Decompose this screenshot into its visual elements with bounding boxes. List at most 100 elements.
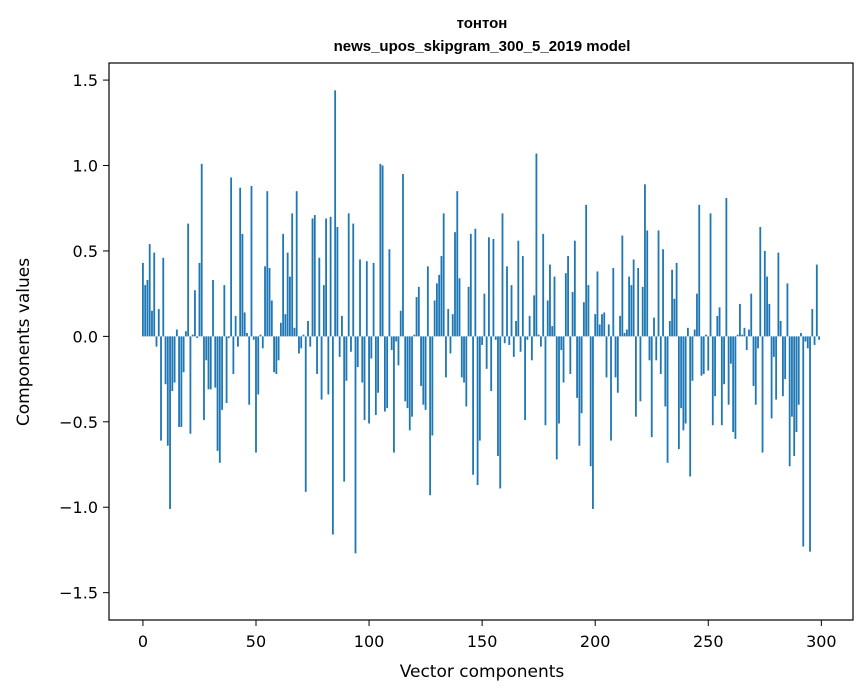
bar	[619, 315, 621, 337]
bar	[171, 336, 174, 392]
bar	[558, 336, 560, 424]
bar	[293, 327, 296, 337]
bar	[709, 213, 712, 337]
bar	[677, 336, 680, 450]
bar	[671, 269, 673, 337]
bar	[508, 336, 511, 345]
bar	[492, 238, 495, 337]
bar	[628, 276, 631, 337]
bar	[347, 213, 350, 337]
bar	[757, 336, 759, 349]
y-tick-label: −1.5	[59, 584, 98, 603]
bar	[200, 163, 203, 337]
bar	[227, 336, 230, 339]
bar	[336, 227, 339, 337]
bar	[352, 223, 355, 337]
bar	[490, 336, 493, 392]
bar	[533, 295, 536, 337]
bar	[447, 309, 450, 337]
bar	[241, 233, 244, 337]
bar	[775, 336, 778, 400]
bar-series	[142, 90, 820, 554]
bar	[411, 336, 413, 417]
bar	[576, 336, 579, 398]
bar	[811, 309, 814, 337]
bar	[180, 336, 183, 427]
bar	[420, 336, 422, 386]
bar	[298, 336, 300, 354]
bar	[592, 336, 594, 509]
bar	[777, 252, 780, 337]
bar	[169, 336, 171, 509]
bar	[302, 334, 305, 337]
bar	[189, 336, 192, 434]
bar	[573, 240, 576, 337]
bar	[175, 329, 178, 337]
bar	[736, 334, 739, 337]
x-tick-label: 150	[467, 632, 498, 651]
bar	[734, 336, 737, 439]
bar	[549, 264, 551, 337]
bar	[395, 336, 398, 342]
bar	[653, 317, 655, 337]
bar	[239, 187, 242, 337]
bar	[372, 262, 375, 337]
bar	[589, 336, 592, 467]
bar	[379, 163, 382, 337]
bar	[526, 336, 529, 340]
bar	[374, 336, 377, 415]
bar	[727, 336, 730, 405]
bar	[644, 184, 646, 337]
bar	[732, 336, 735, 433]
bar	[218, 336, 221, 463]
bar	[243, 312, 246, 337]
bar	[745, 336, 748, 351]
bar	[795, 336, 798, 433]
bar	[793, 336, 796, 456]
bar	[693, 329, 696, 337]
bar	[166, 336, 169, 446]
bar	[223, 285, 226, 337]
x-tick-label: 250	[693, 632, 724, 651]
bar	[571, 291, 574, 337]
bar	[261, 336, 264, 349]
bar	[284, 314, 287, 337]
bar	[404, 336, 407, 402]
bar	[144, 285, 147, 337]
x-axis-label: Vector components	[400, 662, 565, 682]
bar	[650, 336, 653, 438]
bar	[791, 336, 793, 417]
bar	[763, 250, 766, 337]
bar	[517, 240, 520, 337]
bar	[501, 213, 504, 337]
bar	[196, 336, 199, 339]
bar	[616, 336, 619, 393]
bar	[772, 336, 775, 357]
bar	[343, 336, 346, 482]
bar	[786, 283, 789, 337]
bar	[431, 336, 434, 436]
bar	[361, 336, 364, 383]
bar	[334, 90, 337, 337]
bar	[739, 303, 741, 337]
bar	[164, 336, 167, 385]
bar	[212, 279, 214, 337]
bar	[465, 336, 468, 407]
bar	[607, 324, 610, 337]
bar	[646, 230, 649, 337]
bar	[560, 336, 563, 351]
bar	[598, 324, 601, 337]
bar	[521, 256, 524, 337]
chart-title: тонтон	[457, 15, 508, 32]
bar	[530, 336, 533, 361]
bar	[657, 230, 660, 337]
bar	[214, 336, 217, 388]
bar	[148, 244, 151, 337]
bar	[714, 336, 716, 397]
bar	[612, 268, 615, 337]
bar	[503, 336, 506, 344]
bar	[442, 213, 445, 337]
bar	[162, 257, 165, 337]
bar	[155, 336, 158, 347]
bar	[300, 336, 303, 349]
